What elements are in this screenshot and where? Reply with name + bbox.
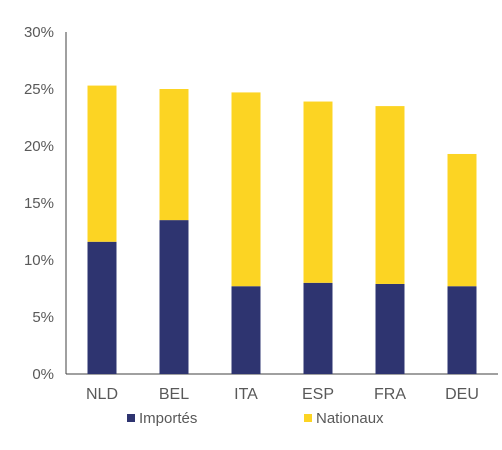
legend-swatch xyxy=(304,414,312,422)
bar-segment-importes-nld xyxy=(87,241,117,374)
x-category-label: ESP xyxy=(302,386,334,403)
bar-segment-nationaux-deu xyxy=(447,153,477,287)
x-category-label: FRA xyxy=(374,386,406,403)
legend-label: Nationaux xyxy=(316,410,384,427)
bar-segment-nationaux-fra xyxy=(375,106,405,284)
legend-swatch xyxy=(127,414,135,422)
bar-segment-importes-bel xyxy=(159,220,189,374)
bar-segment-importes-ita xyxy=(231,286,261,374)
bar-segment-nationaux-bel xyxy=(159,89,189,221)
bar-segment-importes-deu xyxy=(447,286,477,374)
y-tick-label: 15% xyxy=(24,195,54,212)
y-axis-ticks: 0% 5% 10% 15% 20% 25% 30% xyxy=(24,24,54,383)
legend-label: Importés xyxy=(139,410,197,427)
x-category-label: BEL xyxy=(159,386,189,403)
bar-segment-importes-fra xyxy=(375,283,405,374)
y-tick-label: 0% xyxy=(32,366,54,383)
bars xyxy=(87,85,477,374)
bar-segment-nationaux-ita xyxy=(231,92,261,287)
bar-segment-nationaux-nld xyxy=(87,85,117,242)
axes xyxy=(65,32,498,375)
bar-segment-nationaux-esp xyxy=(303,101,333,283)
y-tick-label: 20% xyxy=(24,138,54,155)
y-tick-label: 5% xyxy=(32,309,54,326)
x-category-label: ITA xyxy=(234,386,258,403)
bar-segment-importes-esp xyxy=(303,282,333,374)
x-category-label: NLD xyxy=(86,386,118,403)
x-category-label: DEU xyxy=(445,386,479,403)
y-tick-label: 10% xyxy=(24,252,54,269)
x-axis-labels: NLD BEL ITA ESP FRA DEU xyxy=(86,386,479,403)
y-tick-label: 30% xyxy=(24,24,54,41)
y-tick-label: 25% xyxy=(24,81,54,98)
legend: Importés Nationaux xyxy=(127,410,384,427)
